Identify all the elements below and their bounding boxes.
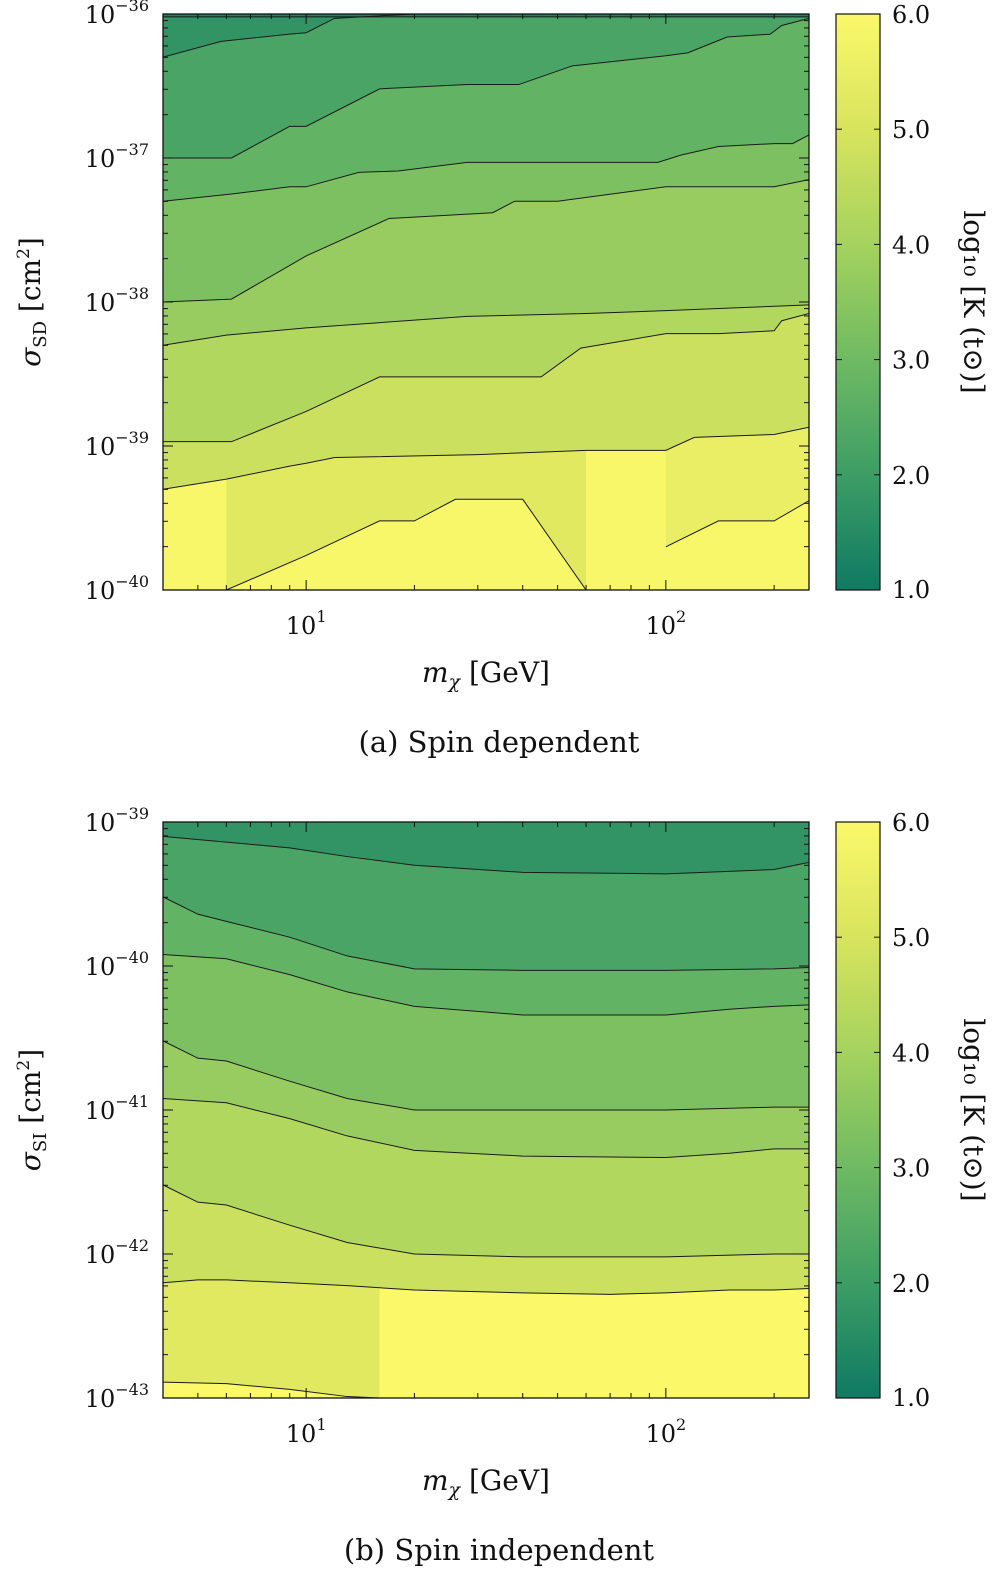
contour-line [163, 953, 809, 1016]
colorbar-tick-label: 1.0 [892, 1384, 930, 1412]
y-axis-label-text: σSI [cm2] [14, 1049, 51, 1171]
colorbar-tick-label: 4.0 [892, 1039, 930, 1067]
colorbar-tick-label: 2.0 [892, 462, 930, 490]
y-tick-label: 10−38 [85, 284, 149, 317]
colorbar-label-text: log₁₀ [K (t⊙)] [957, 1018, 990, 1201]
contour-line [226, 498, 587, 590]
contour-line [163, 1184, 809, 1258]
contour-line [665, 500, 809, 548]
colorbar-tick-label: 3.0 [892, 1155, 930, 1183]
contour-line [163, 313, 809, 443]
contour-fills [163, 822, 809, 1398]
x-tick-label: 102 [645, 607, 686, 640]
y-axis-label: σSI [cm2] [14, 1049, 51, 1171]
contour-line [163, 835, 809, 875]
colorbar-tick-label: 5.0 [892, 116, 930, 144]
y-tick-label: 10−43 [85, 1380, 149, 1413]
y-tick-label: 10−37 [85, 140, 149, 173]
y-axis-label-text: σSD [cm2] [14, 237, 51, 367]
y-tick-label: 10−39 [85, 804, 149, 837]
contour-band [163, 14, 809, 17]
y-tick-label: 10−39 [85, 428, 149, 461]
colorbar-gradient [835, 13, 881, 591]
colorbar-tick-label: 1.0 [892, 576, 930, 604]
colorbar-tick-label: 6.0 [892, 1, 930, 29]
y-tick-label: 10−36 [85, 0, 149, 29]
colorbar-tick-label: 6.0 [892, 809, 930, 837]
figure-caption: (b) Spin independent [344, 1533, 654, 1567]
chart-b: 101 102 10−39 10−40 10−41 10−42 10−43 mχ [GeV] σ… [14, 804, 990, 1567]
contour-line [163, 14, 424, 58]
contour-line [163, 304, 809, 346]
contour-fills [163, 14, 809, 590]
contour-line [163, 1040, 809, 1111]
x-axis-label: mχ [GeV] [422, 1464, 550, 1501]
contour-line [163, 134, 809, 202]
y-tick-label: 10−40 [85, 948, 149, 981]
x-tick-label: 102 [645, 1415, 686, 1448]
chart-a: 101 102 10−36 10−37 10−38 10−39 10−40 mχ [GeV] σ… [14, 0, 990, 759]
contour-line [163, 426, 809, 490]
y-axis-label: σSD [cm2] [14, 237, 51, 367]
colorbar-tick-label: 4.0 [892, 231, 930, 259]
colorbar-label: log₁₀ [K (t⊙)] [957, 1018, 990, 1201]
colorbar-tick-label: 2.0 [892, 1270, 930, 1298]
contour-lines [163, 835, 809, 1398]
contour-line [163, 1381, 380, 1398]
x-axis-label: mχ [GeV] [422, 656, 550, 693]
colorbar-label: log₁₀ [K (t⊙)] [957, 210, 990, 393]
contour-line [163, 1279, 809, 1295]
x-tick-label: 101 [286, 1415, 327, 1448]
axes [162, 821, 809, 1399]
y-tick-label: 10−41 [85, 1092, 149, 1125]
colorbar-tick-label: 5.0 [892, 924, 930, 952]
colorbar-gradient [835, 821, 881, 1399]
contour-band [163, 14, 809, 158]
figure-caption: (a) Spin dependent [359, 725, 640, 759]
contour-line [163, 179, 809, 303]
contour-line [163, 17, 809, 159]
colorbar: 6.0 5.0 4.0 3.0 2.0 1.0 log₁₀ [K (t⊙)] [835, 809, 990, 1412]
colorbar-label-text: log₁₀ [K (t⊙)] [957, 210, 990, 393]
contour-line [163, 896, 809, 971]
y-tick-label: 10−42 [85, 1236, 149, 1269]
colorbar: 6.0 5.0 4.0 3.0 2.0 1.0 log₁₀ [K (t⊙)] [835, 1, 990, 604]
contour-band [163, 822, 809, 874]
axes [162, 13, 809, 591]
colorbar-tick-label: 3.0 [892, 347, 930, 375]
contour-line [163, 1097, 809, 1159]
y-tick-label: 10−40 [85, 572, 149, 605]
x-tick-label: 101 [286, 607, 327, 640]
contour-band [163, 14, 415, 58]
